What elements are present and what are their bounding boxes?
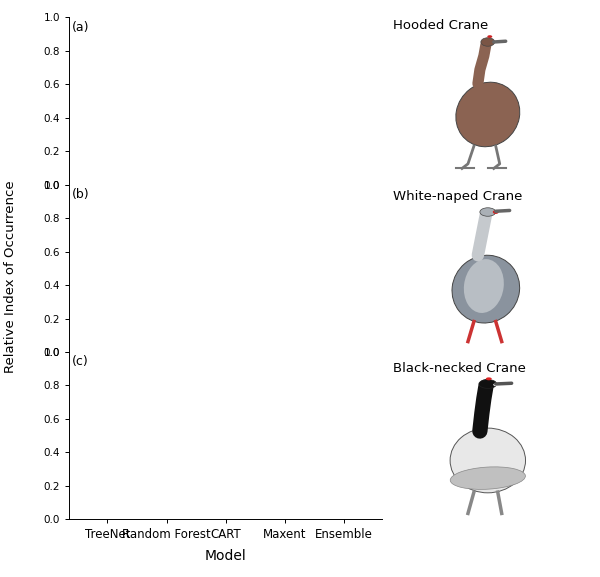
Ellipse shape (480, 208, 496, 216)
Ellipse shape (481, 38, 495, 46)
Text: White-naped Crane: White-naped Crane (392, 190, 522, 204)
Ellipse shape (464, 259, 504, 313)
Ellipse shape (487, 35, 492, 38)
Ellipse shape (452, 255, 520, 323)
Text: Model: Model (204, 549, 246, 563)
Text: Black-necked Crane: Black-necked Crane (392, 362, 526, 375)
Text: (c): (c) (72, 355, 89, 368)
Ellipse shape (450, 467, 526, 489)
Text: Relative Index of Occurrence: Relative Index of Occurrence (4, 181, 17, 373)
Ellipse shape (450, 428, 526, 493)
Ellipse shape (486, 377, 492, 380)
Ellipse shape (493, 383, 498, 386)
Ellipse shape (456, 82, 520, 147)
Text: Hooded Crane: Hooded Crane (392, 19, 488, 32)
Text: (b): (b) (72, 188, 90, 201)
Ellipse shape (493, 210, 499, 214)
Text: (a): (a) (72, 21, 89, 33)
Ellipse shape (479, 380, 497, 388)
